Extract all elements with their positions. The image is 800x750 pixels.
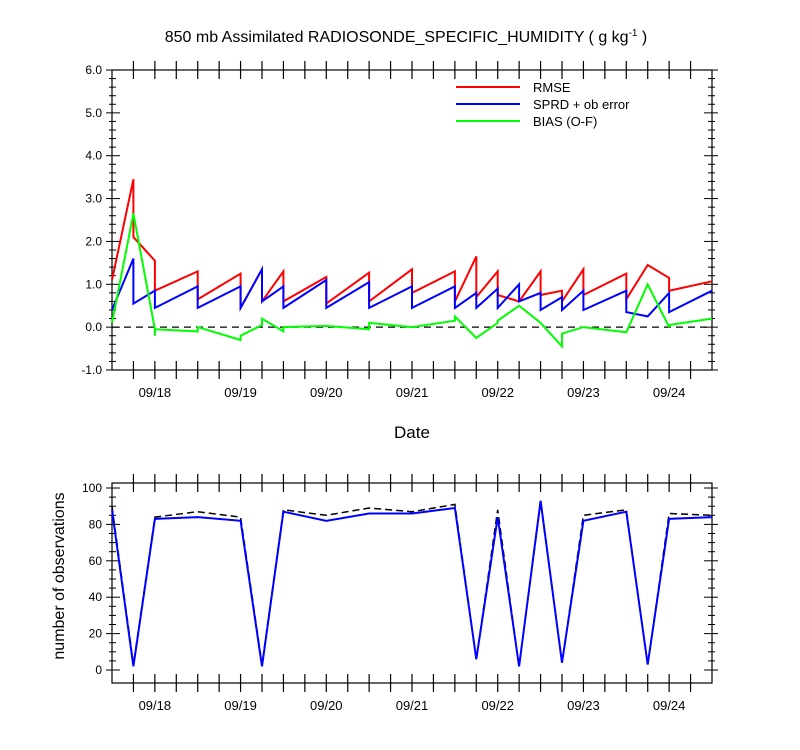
top-xtick-label: 09/21 — [396, 385, 429, 400]
bottom-y-axis-label: number of observations — [51, 492, 68, 659]
bottom-ytick-label: 20 — [89, 627, 103, 641]
top-xtick-label: 09/23 — [567, 385, 600, 400]
bottom-ytick-label: 0 — [95, 663, 102, 677]
top-xtick-label: 09/18 — [139, 385, 172, 400]
top-xtick-label: 09/19 — [224, 385, 257, 400]
top-ytick-label: 2.0 — [85, 234, 102, 248]
top-series-line-sprd-ob-error — [111, 258, 713, 318]
top-panel: 850 mb Assimilated RADIOSONDE_SPECIFIC_H… — [81, 28, 718, 442]
bottom-ytick-label: 60 — [89, 554, 103, 568]
top-ytick-label: 1.0 — [85, 277, 102, 291]
top-ytick-label: 4.0 — [85, 149, 102, 163]
bottom-xtick-label: 09/21 — [396, 698, 429, 713]
top-chart-title: 850 mb Assimilated RADIOSONDE_SPECIFIC_H… — [165, 28, 648, 46]
top-ytick-label: 3.0 — [85, 192, 102, 206]
top-ytick-label: 5.0 — [85, 106, 102, 120]
bottom-xtick-label: 09/20 — [310, 698, 343, 713]
bottom-xtick-label: 09/19 — [224, 698, 257, 713]
top-ytick-label: 0.0 — [85, 320, 102, 334]
top-xtick-label: 09/20 — [310, 385, 343, 400]
bottom-series-group — [111, 500, 713, 667]
bottom-series-line-possible-observations — [111, 502, 713, 667]
bottom-xtick-label: 09/18 — [139, 698, 172, 713]
bottom-ytick-label: 100 — [82, 481, 102, 495]
top-chart-title-unit-exp: -1 — [629, 28, 638, 39]
bottom-ticks — [106, 474, 718, 692]
bottom-ytick-label: 40 — [89, 590, 103, 604]
top-legend: RMSE SPRD + ob error BIAS (O-F) — [456, 80, 630, 129]
top-plot-frame — [111, 69, 713, 371]
legend-label: SPRD + ob error — [533, 97, 630, 112]
top-ytick-label: -1.0 — [81, 363, 102, 377]
top-x-axis-label: Date — [394, 423, 430, 442]
bottom-xtick-label: 09/24 — [653, 698, 686, 713]
legend-label: BIAS (O-F) — [533, 114, 597, 129]
bottom-tick-labels: 0 20 40 60 80 100 09/18 09/19 09/20 09/21 09/22 09/… — [82, 481, 685, 713]
bottom-panel: 0 20 40 60 80 100 09/18 09/19 09/20 09/21 09/22 09/… — [51, 474, 718, 713]
top-ticks — [106, 61, 718, 379]
bottom-series-line-used-observations — [111, 500, 713, 667]
top-axes — [111, 69, 713, 371]
top-tick-labels: -1.0 0.0 1.0 2.0 3.0 4.0 5.0 6.0 09/18 09/19 09/20… — [81, 63, 685, 400]
bottom-ytick-label: 80 — [89, 517, 103, 531]
top-xtick-label: 09/24 — [653, 385, 686, 400]
top-series-line-bias-o-f — [111, 213, 713, 349]
top-chart-title-close: ) — [637, 29, 647, 46]
top-series-group — [111, 179, 713, 349]
bottom-xtick-label: 09/22 — [481, 698, 514, 713]
top-ytick-label: 6.0 — [85, 63, 102, 77]
top-xtick-label: 09/22 — [481, 385, 514, 400]
bottom-xtick-label: 09/23 — [567, 698, 600, 713]
legend-label: RMSE — [533, 80, 571, 95]
top-chart-title-text: 850 mb Assimilated RADIOSONDE_SPECIFIC_H… — [165, 29, 629, 46]
